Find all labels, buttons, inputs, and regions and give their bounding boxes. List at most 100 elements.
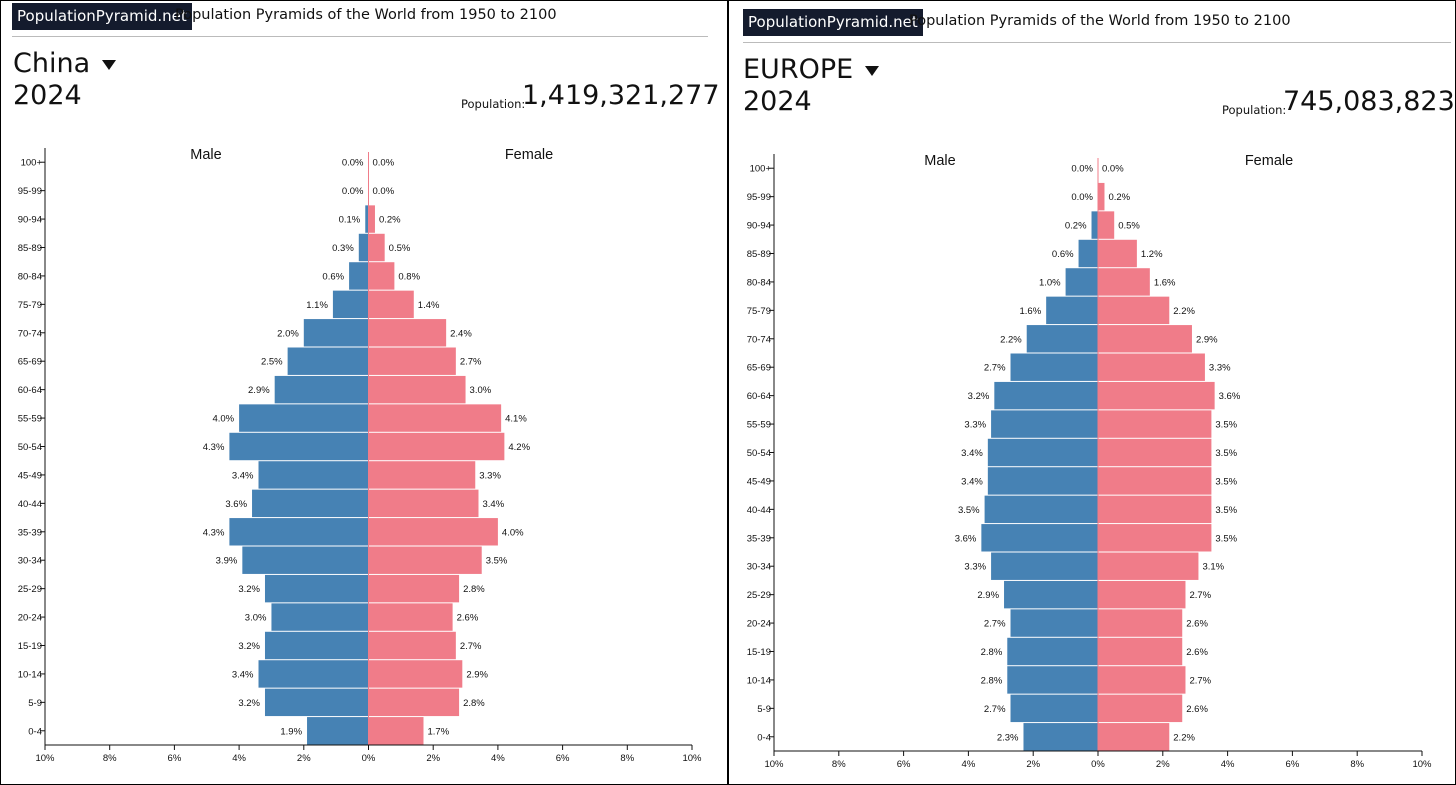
x-tick-label: 0% xyxy=(1091,759,1105,770)
male-data-label: 3.4% xyxy=(961,476,983,487)
female-data-label: 3.0% xyxy=(470,385,492,396)
female-bar xyxy=(1098,694,1183,723)
male-data-label: 0.0% xyxy=(1071,192,1093,203)
male-header: Male xyxy=(924,153,955,169)
y-tick-label: 50-54 xyxy=(747,448,771,459)
female-data-label: 2.7% xyxy=(1189,675,1211,686)
female-data-label: 3.3% xyxy=(479,470,501,481)
female-data-label: 1.4% xyxy=(418,300,440,311)
female-bar xyxy=(1098,381,1215,410)
year-label: 2024 xyxy=(13,80,82,111)
x-tick-label: 6% xyxy=(556,753,570,764)
x-tick-label: 10% xyxy=(764,759,784,770)
female-data-label: 3.3% xyxy=(1209,363,1231,374)
x-tick-label: 8% xyxy=(832,759,846,770)
y-tick-label: 0-4 xyxy=(757,732,771,743)
male-bar xyxy=(229,432,369,461)
y-tick-label: 100+ xyxy=(750,164,772,175)
x-tick-label: 6% xyxy=(897,759,911,770)
x-tick-label: 2% xyxy=(1156,759,1170,770)
pyramid-panel-china: PopulationPyramid.net Population Pyramid… xyxy=(0,0,727,785)
male-bar xyxy=(987,467,1098,495)
female-bar xyxy=(1098,552,1199,580)
y-tick-label: 100+ xyxy=(21,158,43,169)
male-bar xyxy=(1026,325,1098,353)
female-bar xyxy=(1098,410,1212,438)
female-data-label: 2.6% xyxy=(1186,647,1208,658)
male-bar xyxy=(987,438,1098,467)
female-data-label: 0.0% xyxy=(373,158,395,169)
male-data-label: 0.3% xyxy=(332,243,354,254)
x-tick-label: 10% xyxy=(682,753,702,764)
male-data-label: 1.1% xyxy=(306,300,328,311)
x-tick-label: 8% xyxy=(1350,759,1364,770)
y-tick-label: 5-9 xyxy=(757,704,771,715)
x-tick-label: 2% xyxy=(1026,759,1040,770)
brand-logo[interactable]: PopulationPyramid.net xyxy=(12,3,192,30)
female-bar xyxy=(1098,467,1212,495)
female-data-label: 1.6% xyxy=(1154,277,1176,288)
male-bar xyxy=(349,262,369,290)
site-subtitle: Population Pyramids of the World from 19… xyxy=(909,13,1291,29)
female-bar xyxy=(1098,580,1186,609)
male-bar xyxy=(1010,609,1098,637)
brand-logo[interactable]: PopulationPyramid.net xyxy=(743,9,923,36)
country-selector[interactable]: EUROPE xyxy=(743,54,880,85)
female-data-label: 2.2% xyxy=(1173,732,1195,743)
y-tick-label: 50-54 xyxy=(18,442,42,453)
x-tick-label: 0% xyxy=(362,753,376,764)
male-data-label: 3.4% xyxy=(232,470,254,481)
female-bar xyxy=(1098,524,1212,552)
site-subtitle: Population Pyramids of the World from 19… xyxy=(175,7,557,23)
panel-divider xyxy=(727,0,729,785)
male-data-label: 3.5% xyxy=(958,505,980,516)
male-bar xyxy=(1007,666,1098,694)
female-bar xyxy=(368,432,505,461)
female-bar xyxy=(368,546,482,574)
female-data-label: 3.6% xyxy=(1219,391,1241,402)
female-bar xyxy=(1098,325,1192,353)
male-bar xyxy=(1010,694,1098,723)
female-bar xyxy=(368,375,466,404)
country-selector[interactable]: China xyxy=(13,48,117,79)
male-data-label: 0.1% xyxy=(339,215,361,226)
male-data-label: 4.0% xyxy=(212,414,234,425)
female-bar xyxy=(1098,438,1212,467)
male-bar xyxy=(264,631,369,660)
y-tick-label: 75-79 xyxy=(18,300,42,311)
y-tick-label: 80-84 xyxy=(18,271,42,282)
male-bar xyxy=(991,410,1098,438)
y-tick-label: 95-99 xyxy=(18,186,42,197)
caret-down-icon[interactable] xyxy=(865,65,880,76)
male-bar xyxy=(264,574,369,603)
male-header: Male xyxy=(190,147,221,163)
male-data-label: 2.7% xyxy=(984,363,1006,374)
male-bar xyxy=(1065,268,1098,296)
population-label: Population: xyxy=(1222,103,1287,117)
female-bar xyxy=(1098,495,1212,524)
female-data-label: 1.2% xyxy=(1141,249,1163,260)
female-bar xyxy=(368,717,424,745)
y-tick-label: 85-89 xyxy=(18,243,42,254)
female-bar xyxy=(368,518,498,546)
female-data-label: 2.6% xyxy=(1186,704,1208,715)
x-tick-label: 4% xyxy=(1221,759,1235,770)
x-tick-label: 4% xyxy=(962,759,976,770)
y-tick-label: 20-24 xyxy=(747,619,771,630)
y-tick-label: 10-14 xyxy=(18,669,42,680)
male-bar xyxy=(271,603,369,631)
male-data-label: 3.6% xyxy=(955,533,977,544)
female-bar xyxy=(1098,239,1137,268)
caret-down-icon[interactable] xyxy=(102,59,117,70)
year-label: 2024 xyxy=(743,86,812,117)
female-bar xyxy=(368,290,414,319)
female-bar xyxy=(1098,268,1150,296)
female-data-label: 0.8% xyxy=(398,271,420,282)
female-bar xyxy=(368,631,456,660)
male-data-label: 3.4% xyxy=(232,669,254,680)
male-data-label: 3.6% xyxy=(225,499,247,510)
population-pyramid-chart: Male Female 100+ 0.0% 0.0% 95-99 0.0% 0.0% 90-94… xyxy=(18,147,702,764)
x-tick-label: 10% xyxy=(35,753,55,764)
female-bar xyxy=(368,603,453,631)
female-data-label: 2.6% xyxy=(457,613,479,624)
